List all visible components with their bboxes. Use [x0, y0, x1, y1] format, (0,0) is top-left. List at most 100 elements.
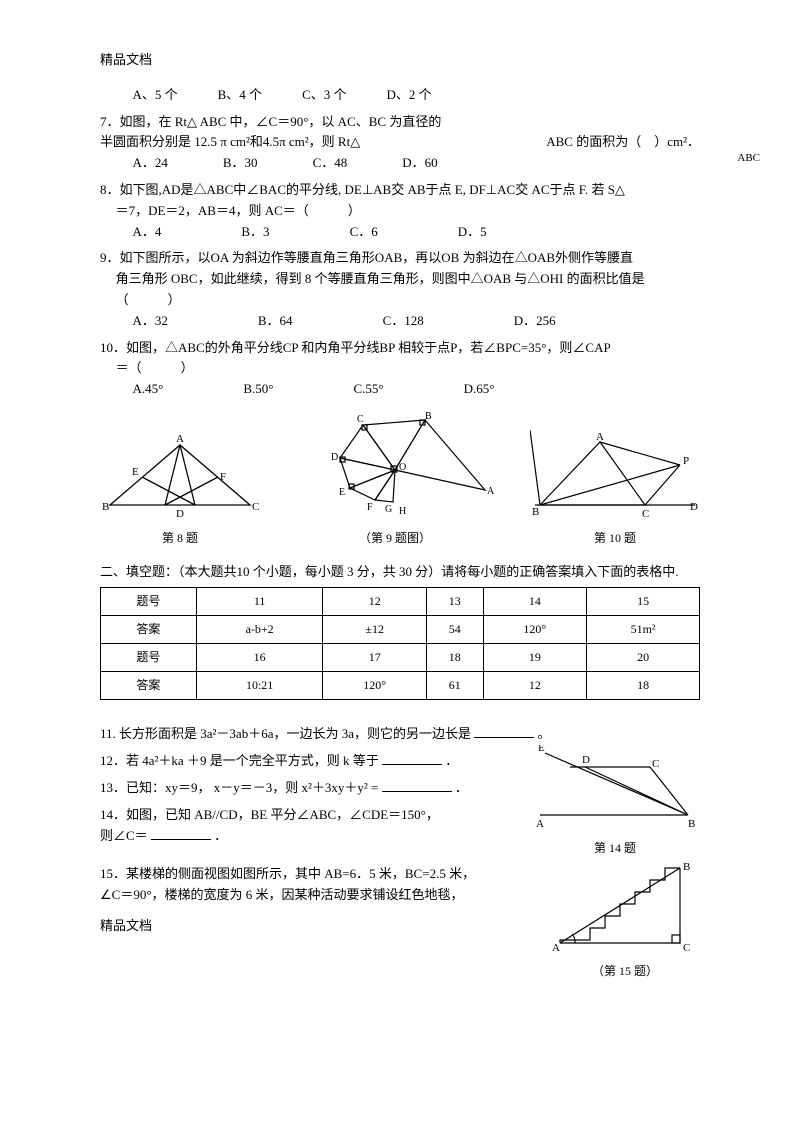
tbl-a2-2: 61	[426, 672, 483, 700]
svg-text:A: A	[487, 486, 495, 497]
q7-line1: 7．如图，在 Rt△ ABC 中，∠C＝90°，以 AC、BC 为直径的	[100, 112, 700, 133]
tbl-a2-4: 18	[587, 672, 700, 700]
svg-text:E: E	[132, 466, 139, 478]
q6-opt-d: D、2 个	[386, 85, 431, 106]
tbl-r1-4: 15	[587, 587, 700, 615]
tbl-a2-1: 120°	[323, 672, 427, 700]
tbl-a1-3: 120°	[483, 615, 587, 643]
page-header: 精品文档	[100, 50, 700, 71]
fig9-svg: A B C D E F G H O	[295, 410, 495, 520]
q14-line2: 则∠C＝	[100, 828, 148, 843]
q13-period: ．	[455, 780, 468, 795]
svg-text:F: F	[367, 502, 373, 513]
svg-text:C: C	[683, 942, 690, 953]
svg-text:H: H	[399, 506, 406, 517]
q9-opt-a: A．32	[133, 311, 168, 332]
svg-text:C: C	[252, 501, 259, 513]
fig8-svg: A B C D E F	[100, 430, 260, 520]
svg-text:A: A	[536, 818, 544, 830]
svg-text:E: E	[538, 745, 545, 754]
tbl-a2-0: 10:21	[196, 672, 323, 700]
tbl-h1b: 题号	[101, 644, 197, 672]
q6-options: A、5 个 B、4 个 C、3 个 D、2 个	[133, 85, 701, 106]
svg-text:C: C	[642, 508, 649, 520]
fig8-caption: 第 8 题	[100, 529, 260, 548]
tbl-r1-3: 14	[483, 587, 587, 615]
svg-text:C: C	[357, 414, 364, 425]
tbl-r1-0: 11	[196, 587, 323, 615]
tbl-r2-2: 18	[426, 644, 483, 672]
svg-text:A: A	[552, 942, 560, 953]
figures-8-9-10: A B C D E F 第 8 题	[100, 410, 700, 548]
tbl-h1: 题号	[101, 587, 197, 615]
q6-opt-c: C、3 个	[302, 85, 346, 106]
q13-text: 13．已知：xy＝9， x－y＝－3，则 x²＋3xy＋y² =	[100, 780, 378, 795]
svg-text:D: D	[176, 508, 184, 520]
answer-table: 题号 11 12 13 14 15 答案 a-b+2 ±12 54 120° 5…	[100, 587, 700, 701]
svg-text:A: A	[176, 433, 184, 445]
tbl-a1-4: 51m²	[587, 615, 700, 643]
tbl-h2a: 答案	[101, 615, 197, 643]
svg-text:B: B	[102, 501, 109, 513]
q9-opt-b: B．64	[258, 311, 293, 332]
figure-10: A B C D P 第 10 题	[530, 430, 700, 548]
svg-text:B: B	[532, 506, 539, 518]
q11-text: 11. 长方形面积是 3a²－3ab＋6a，一边长为 3a，则它的另一边长是	[100, 726, 471, 741]
q10-opt-d: D.65°	[464, 379, 495, 400]
tbl-a1-1: ±12	[323, 615, 427, 643]
svg-text:B: B	[688, 818, 695, 830]
svg-text:E: E	[339, 487, 345, 498]
q7-opt-d: D．60	[402, 153, 437, 174]
q9-line3: （ ）	[116, 290, 700, 311]
question-9: 9．如下图所示，以OA 为斜边作等腰直角三角形OAB，再以OB 为斜边在△OAB…	[100, 248, 700, 331]
q7-line2b: ABC 的面积为（ ）cm²．	[546, 132, 700, 153]
svg-text:D: D	[690, 501, 698, 513]
fig10-caption: 第 10 题	[530, 529, 700, 548]
q9-opt-c: C．128	[383, 311, 424, 332]
section-2-heading: 二、填空题：（本大题共10 个小题，每小题 3 分，共 30 分）请将每小题的正…	[100, 562, 700, 583]
q10-line1: 10．如图，△ABC的外角平分线CP 和内角平分线BP 相较于点P，若∠BPC=…	[100, 338, 700, 359]
figure-9: A B C D E F G H O （第 9 题图）	[295, 410, 495, 548]
question-7: 7．如图，在 Rt△ ABC 中，∠C＝90°，以 AC、BC 为直径的 半圆面…	[100, 112, 700, 174]
tbl-a2-3: 12	[483, 672, 587, 700]
fig14-caption: 第 14 题	[530, 839, 700, 858]
q12-blank	[382, 753, 442, 766]
q10-line2: ＝（ ）	[116, 358, 700, 379]
question-10: 10．如图，△ABC的外角平分线CP 和内角平分线BP 相较于点P，若∠BPC=…	[100, 338, 700, 400]
fig9-caption: （第 9 题图）	[295, 529, 495, 548]
q14-period: ．	[214, 828, 227, 843]
q10-opt-a: A.45°	[133, 379, 164, 400]
svg-text:B: B	[425, 411, 432, 422]
q11-blank	[474, 726, 534, 739]
q7-opt-b: B．30	[223, 153, 258, 174]
fig14-svg: E D C A B	[530, 745, 700, 830]
q10-opt-b: B.50°	[243, 379, 273, 400]
svg-text:D: D	[331, 452, 338, 463]
tbl-r2-3: 19	[483, 644, 587, 672]
q6-opt-a: A、5 个	[133, 85, 178, 106]
q8-opt-b: B．3	[241, 222, 269, 243]
svg-text:A: A	[596, 431, 604, 443]
q9-line2: 角三角形 OBC，如此继续，得到 8 个等腰直角三角形，则图中△OAB 与△OH…	[116, 269, 700, 290]
tbl-h2b: 答案	[101, 672, 197, 700]
q9-line1: 9．如下图所示，以OA 为斜边作等腰直角三角形OAB，再以OB 为斜边在△OAB…	[100, 248, 700, 269]
q12-period: ．	[445, 753, 458, 768]
tbl-r2-4: 20	[587, 644, 700, 672]
svg-text:P: P	[683, 455, 689, 467]
q10-opt-c: C.55°	[353, 379, 383, 400]
svg-text:D: D	[582, 754, 590, 766]
q14-blank	[151, 827, 211, 840]
fig10-svg: A B C D P	[530, 430, 700, 520]
q8-line1: 8．如下图,AD是△ABC中∠BAC的平分线, DE⊥AB交 AB于点 E, D…	[100, 180, 700, 201]
svg-text:O: O	[399, 462, 406, 473]
q6-opt-b: B、4 个	[218, 85, 262, 106]
fig15-caption: （第 15 题）	[550, 962, 700, 981]
figure-8: A B C D E F 第 8 题	[100, 430, 260, 548]
q8-opt-d: D．5	[458, 222, 487, 243]
q8-opt-a: A．4	[133, 222, 162, 243]
q7-corner-label: ABC	[737, 150, 760, 168]
q13-blank	[382, 779, 452, 792]
q9-opt-d: D．256	[514, 311, 556, 332]
tbl-r1-1: 12	[323, 587, 427, 615]
tbl-r2-0: 16	[196, 644, 323, 672]
